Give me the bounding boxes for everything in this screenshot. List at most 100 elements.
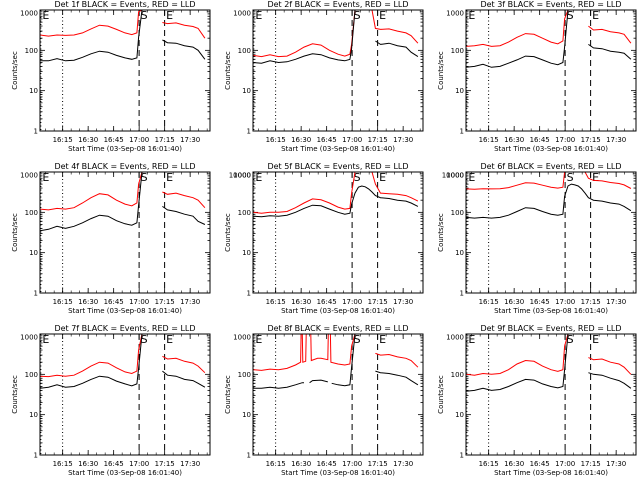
panel-title: Det 7f BLACK = Events, RED = LLD (54, 324, 195, 333)
marker-label: S (141, 333, 148, 346)
marker-label: E (379, 9, 386, 22)
series-lld (40, 172, 206, 211)
x-tick-label: 17:30 (180, 298, 200, 306)
y-tick-label: 100 (238, 371, 251, 379)
series-lld (40, 10, 206, 39)
x-tick-label: 16:15 (266, 136, 286, 144)
panel-det-6: Det 6f BLACK = Events, RED = LLD 1 10 100 10… (437, 162, 637, 315)
x-tick-label: 16:15 (479, 136, 499, 144)
panel-title: Det 3f BLACK = Events, RED = LLD (480, 0, 621, 9)
y-tick-label: 10 (455, 411, 464, 419)
marker-label: S (141, 9, 148, 22)
series-lld (253, 334, 419, 371)
x-axis-label: Start Time (03-Sep-08 16:01:40) (494, 307, 608, 315)
y-tick-label: 1000 (446, 10, 464, 18)
x-tick-label: 16:45 (530, 136, 550, 144)
y-tick-label: 1 (460, 452, 464, 460)
x-tick-label: 16:45 (104, 298, 124, 306)
x-tick-label: 17:00 (342, 298, 362, 306)
x-tick-label: 17:15 (155, 460, 175, 468)
series-events (466, 183, 632, 219)
y-axis-label: Counts/sec (437, 213, 445, 252)
x-tick-label: 17:15 (368, 298, 388, 306)
y-tick-label: 100 (25, 371, 38, 379)
series-events (466, 334, 632, 392)
x-tick-label: 16:30 (504, 460, 524, 468)
marker-label: E (42, 333, 49, 346)
y-tick-label: 1000 (233, 334, 251, 342)
marker-label: S (354, 9, 361, 22)
panel-title: Det 6f BLACK = Events, RED = LLD (480, 162, 621, 171)
panel-title: Det 2f BLACK = Events, RED = LLD (267, 0, 408, 9)
x-tick-label: 16:30 (291, 298, 311, 306)
x-tick-label: 17:30 (180, 460, 200, 468)
plot-frame (39, 9, 211, 132)
x-tick-label: 16:45 (317, 298, 337, 306)
y-tick-label: 100 (451, 371, 464, 379)
y-axis-label: Counts/sec (224, 375, 232, 414)
x-tick-label: 17:00 (129, 460, 149, 468)
marker-label: S (141, 171, 148, 184)
x-tick-label: 16:15 (53, 136, 73, 144)
y-tick-label: 1 (247, 128, 251, 136)
plot-frame (465, 171, 637, 294)
x-tick-label: 16:15 (266, 298, 286, 306)
x-tick-label: 17:00 (555, 460, 575, 468)
marker-label: E (166, 333, 173, 346)
x-tick-label: 17:15 (155, 136, 175, 144)
y-tick-label: 1000 (20, 172, 38, 180)
plot-frame (39, 333, 211, 456)
series-events (253, 185, 419, 218)
panel-title: Det 8f BLACK = Events, RED = LLD (267, 324, 408, 333)
x-tick-label: 16:45 (530, 298, 550, 306)
y-tick-label: 10 (242, 411, 251, 419)
x-tick-label: 17:15 (581, 298, 601, 306)
series-lld (466, 334, 632, 376)
marker-label: E (166, 9, 173, 22)
marker-label: E (592, 171, 599, 184)
marker-label: S (567, 171, 574, 184)
x-tick-label: 16:45 (104, 460, 124, 468)
x-tick-label: 16:45 (530, 460, 550, 468)
panel-title: Det 9f BLACK = Events, RED = LLD (480, 324, 621, 333)
marker-label: E (379, 171, 386, 184)
x-axis-label: Start Time (03-Sep-08 16:01:40) (281, 145, 395, 153)
marker-label: S (354, 333, 361, 346)
x-tick-label: 16:45 (317, 460, 337, 468)
marker-label: E (468, 171, 475, 184)
y-tick-label: 1 (34, 290, 38, 298)
marker-label: E (592, 9, 599, 22)
marker-label: S (354, 171, 361, 184)
x-tick-label: 17:15 (581, 136, 601, 144)
x-tick-label: 17:30 (393, 460, 413, 468)
x-axis-label: Start Time (03-Sep-08 16:01:40) (494, 469, 608, 477)
y-tick-label: 1 (34, 128, 38, 136)
x-tick-label: 17:15 (581, 460, 601, 468)
x-tick-label: 16:30 (78, 136, 98, 144)
marker-label: E (42, 9, 49, 22)
marker-label: E (255, 9, 262, 22)
x-axis-label: Start Time (03-Sep-08 16:01:40) (68, 469, 182, 477)
x-tick-label: 17:30 (606, 136, 626, 144)
panel-det-2: Det 2f BLACK = Events, RED = LLD 1 10 100 10… (224, 0, 424, 153)
panel-title: Det 1f BLACK = Events, RED = LLD (54, 0, 195, 9)
y-tick-label: 1000 (446, 334, 464, 342)
y-tick-label: 1 (247, 290, 251, 298)
y-axis-label: Counts/sec (437, 51, 445, 90)
x-tick-label: 16:15 (479, 460, 499, 468)
y-axis-label: Counts/sec (11, 51, 19, 90)
panel-det-5: Det 5f BLACK = Events, RED = LLD 1 10 100 10… (224, 162, 424, 315)
y-tick-label: 1000 (233, 10, 251, 18)
y-tick-label: 1000 (233, 172, 251, 180)
y-tick-label: 10000 (442, 172, 464, 180)
x-axis-label: Start Time (03-Sep-08 16:01:40) (281, 469, 395, 477)
plot-frame (465, 333, 637, 456)
x-tick-label: 17:30 (393, 136, 413, 144)
x-tick-label: 16:30 (291, 460, 311, 468)
x-tick-label: 17:30 (180, 136, 200, 144)
x-axis-label: Start Time (03-Sep-08 16:01:40) (494, 145, 608, 153)
series-lld (253, 10, 419, 58)
x-tick-label: 17:15 (368, 460, 388, 468)
x-tick-label: 17:00 (555, 298, 575, 306)
